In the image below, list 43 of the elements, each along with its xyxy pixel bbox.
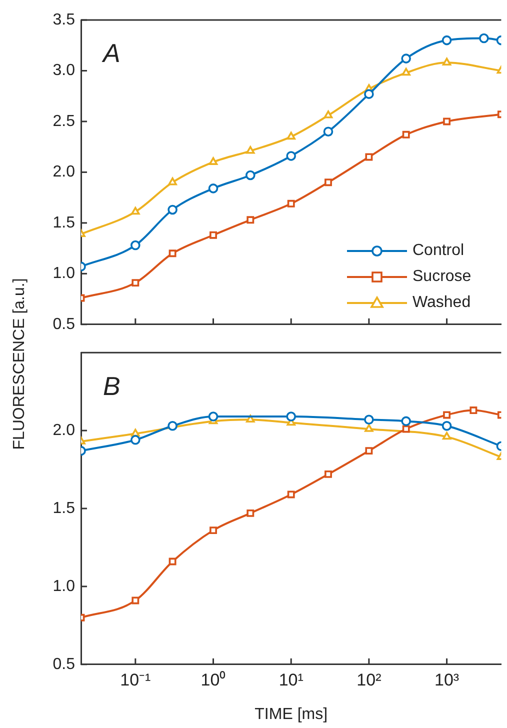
legend-label: Sucrose [412, 268, 472, 286]
point [208, 184, 218, 194]
y-tick-label: 1.0 [52, 265, 76, 282]
x-axis-title: TIME [ms] [254, 706, 328, 723]
x-tick-label: 10³ [434, 670, 460, 690]
y-tick-label: 0.5 [52, 316, 76, 333]
point [286, 132, 296, 140]
point [168, 250, 176, 258]
y-tick-label: 0.5 [52, 656, 76, 673]
x-tick-label: 10⁻¹ [120, 670, 152, 690]
point [442, 58, 452, 66]
x-tick-label: 10² [356, 670, 382, 690]
y-tick-label: 2.0 [52, 422, 76, 439]
point [245, 170, 256, 180]
y-tick-label: 3.5 [52, 11, 76, 28]
point [323, 126, 334, 137]
point [210, 231, 217, 239]
legend-label: Washed [412, 294, 471, 312]
annotation: A [101, 38, 120, 68]
y-tick-label: 1.5 [52, 500, 76, 517]
x-tick-label: 10¹ [278, 670, 304, 690]
y-axis-title: FLUORESCENCE [a.u.] [10, 278, 29, 450]
x-tick-label: 10⁰ [200, 670, 226, 690]
y-tick-label: 1.0 [52, 578, 76, 595]
point [442, 35, 452, 46]
point [364, 89, 374, 99]
y-tick-label: 3.0 [52, 62, 76, 80]
legend-label: Control [412, 242, 464, 260]
point [287, 200, 295, 208]
point [324, 110, 333, 118]
y-tick-label: 2.0 [52, 164, 76, 181]
y-tick-label: 1.5 [52, 214, 76, 232]
point [246, 146, 255, 154]
annotation: B [103, 370, 120, 401]
point [208, 157, 218, 165]
point [324, 178, 332, 186]
point [168, 177, 177, 186]
point [286, 151, 296, 161]
y-tick-label: 2.5 [52, 112, 76, 130]
point [246, 216, 254, 224]
point [443, 118, 451, 126]
point [168, 204, 178, 215]
point [365, 153, 373, 161]
